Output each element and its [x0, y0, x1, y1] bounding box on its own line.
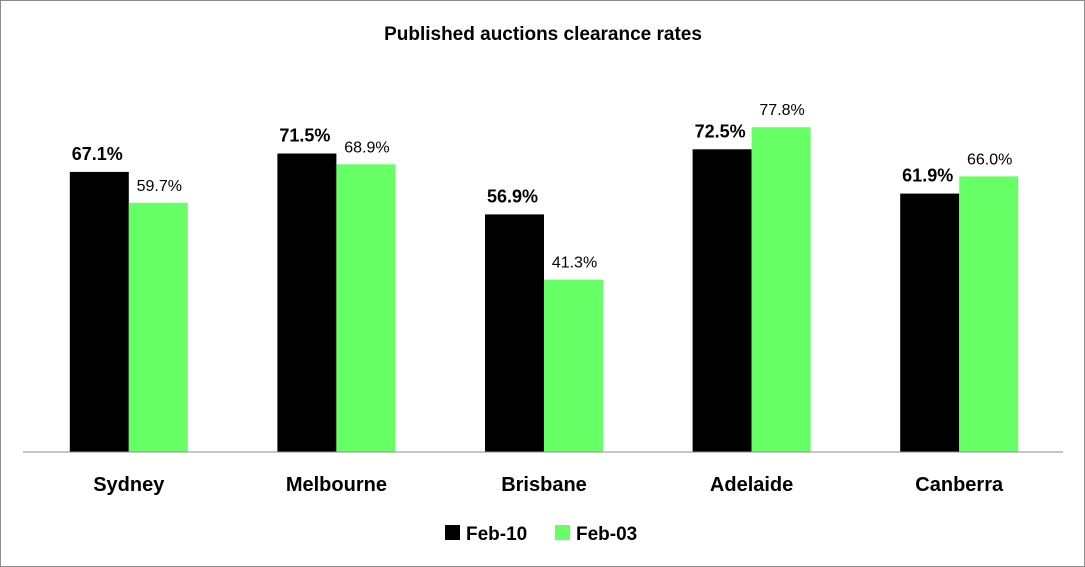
category-label-canberra: Canberra	[915, 474, 1004, 496]
bars-layer	[69, 127, 1019, 453]
category-label-sydney: Sydney	[93, 474, 165, 496]
data-label-feb-03-canberra: 66.0%	[967, 151, 1012, 168]
category-label-adelaide: Adelaide	[710, 474, 793, 496]
data-label-feb-10-canberra: 61.9%	[902, 166, 953, 186]
bar-feb-10-adelaide	[692, 149, 752, 453]
data-label-feb-10-brisbane: 56.9%	[487, 186, 538, 206]
bar-feb-03-melbourne	[336, 164, 396, 453]
bar-feb-10-sydney	[69, 171, 129, 452]
category-label-melbourne: Melbourne	[286, 474, 387, 496]
legend-label-feb-10: Feb-10	[466, 524, 527, 545]
data-label-feb-10-sydney: 67.1%	[72, 144, 123, 164]
bar-feb-03-sydney	[128, 202, 188, 452]
bar-feb-03-adelaide	[751, 127, 811, 452]
legend-swatch-feb-10	[445, 525, 460, 540]
data-label-feb-03-brisbane: 41.3%	[552, 255, 597, 272]
data-label-feb-03-adelaide: 77.8%	[759, 102, 804, 119]
bar-feb-03-canberra	[959, 176, 1019, 452]
data-label-feb-10-melbourne: 71.5%	[279, 126, 330, 146]
data-labels-layer: 67.1% 59.7% 71.5% 68.9% 56.9% 41.3% 72.5% 77.8%…	[72, 102, 1013, 271]
bar-feb-10-canberra	[900, 193, 960, 452]
bar-feb-10-melbourne	[277, 153, 337, 452]
bar-feb-10-brisbane	[485, 214, 544, 452]
legend-swatch-feb-03	[555, 525, 570, 540]
legend: Feb-10 Feb-03	[445, 524, 637, 545]
data-label-feb-03-melbourne: 68.9%	[344, 139, 389, 156]
category-label-brisbane: Brisbane	[501, 474, 587, 496]
bar-feb-03-brisbane	[544, 279, 603, 452]
legend-label-feb-03: Feb-03	[576, 524, 637, 545]
chart-title: Published auctions clearance rates	[384, 24, 702, 45]
data-label-feb-03-sydney: 59.7%	[137, 178, 182, 195]
category-labels-layer: Sydney Melbourne Brisbane Adelaide Canberra	[93, 474, 1004, 496]
data-label-feb-10-adelaide: 72.5%	[695, 121, 746, 141]
